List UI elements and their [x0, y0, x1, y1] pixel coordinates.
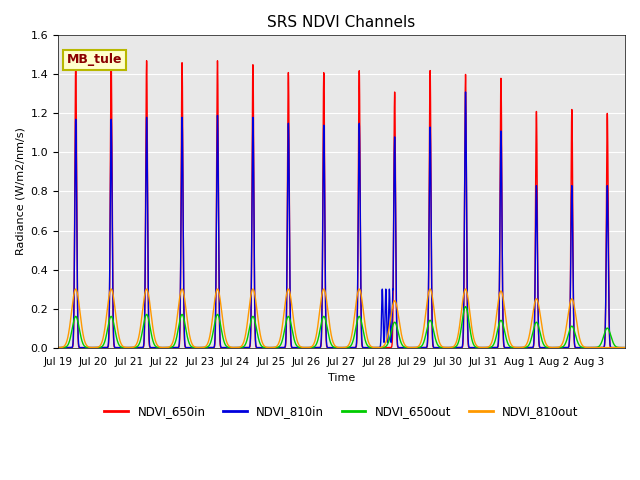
NDVI_650in	[54, 345, 62, 350]
Line: NDVI_650out: NDVI_650out	[58, 307, 625, 348]
NDVI_650out	[54, 345, 62, 350]
NDVI_650out	[461, 304, 469, 310]
NDVI_810in	[54, 345, 62, 350]
NDVI_650in	[505, 345, 513, 350]
NDVI_810in	[621, 345, 629, 350]
Line: NDVI_810in: NDVI_810in	[58, 92, 625, 348]
NDVI_810out	[390, 300, 397, 305]
Line: NDVI_810out: NDVI_810out	[58, 289, 625, 348]
NDVI_810in	[390, 239, 397, 244]
NDVI_650out	[259, 344, 267, 350]
NDVI_810in	[475, 345, 483, 350]
NDVI_810in	[415, 345, 422, 350]
NDVI_650out	[83, 345, 90, 350]
Line: NDVI_650in: NDVI_650in	[58, 61, 625, 348]
NDVI_810out	[260, 342, 268, 348]
NDVI_810out	[83, 342, 90, 348]
Title: SRS NDVI Channels: SRS NDVI Channels	[268, 15, 415, 30]
NDVI_650out	[390, 321, 397, 326]
NDVI_650in	[143, 58, 150, 64]
NDVI_650in	[415, 345, 422, 350]
NDVI_650in	[621, 345, 629, 350]
NDVI_650in	[475, 345, 483, 350]
X-axis label: Time: Time	[328, 373, 355, 383]
NDVI_650out	[505, 342, 513, 348]
NDVI_810in	[505, 345, 513, 350]
Y-axis label: Radiance (W/m2/nm/s): Radiance (W/m2/nm/s)	[15, 128, 25, 255]
NDVI_810in	[461, 89, 469, 95]
NDVI_650in	[390, 225, 397, 231]
NDVI_810out	[415, 344, 422, 349]
Text: MB_tule: MB_tule	[67, 53, 122, 66]
Legend: NDVI_650in, NDVI_810in, NDVI_650out, NDVI_810out: NDVI_650in, NDVI_810in, NDVI_650out, NDV…	[100, 400, 584, 423]
NDVI_810out	[72, 286, 79, 292]
NDVI_810out	[505, 334, 513, 339]
NDVI_810in	[83, 345, 90, 350]
NDVI_650in	[83, 345, 90, 350]
NDVI_650out	[621, 345, 629, 350]
NDVI_810out	[54, 345, 62, 350]
NDVI_810out	[475, 344, 483, 350]
NDVI_650out	[415, 345, 422, 350]
NDVI_650out	[475, 345, 483, 350]
NDVI_650in	[260, 345, 268, 350]
NDVI_810out	[621, 345, 629, 350]
NDVI_810in	[259, 345, 267, 350]
